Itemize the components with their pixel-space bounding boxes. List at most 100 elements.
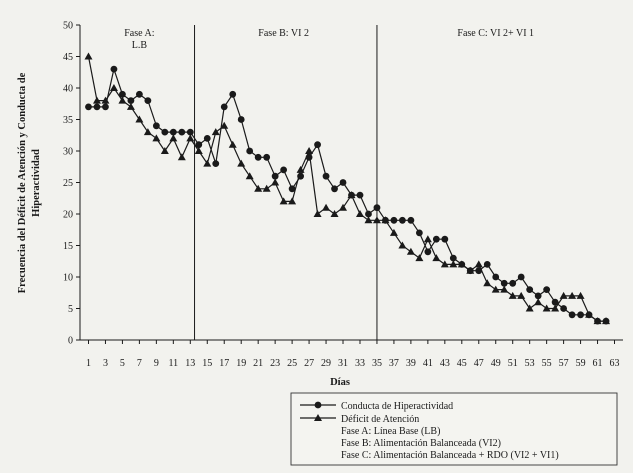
- data-point-hiperactividad: [144, 97, 152, 104]
- data-point-hiperactividad: [449, 254, 457, 262]
- data-point-deficit: [355, 210, 364, 217]
- x-tick-label: 57: [559, 358, 569, 369]
- phase-label-a: L.B: [132, 40, 148, 51]
- series-hiperactividad: [85, 65, 610, 325]
- y-tick-label: 50: [63, 21, 73, 32]
- y-tick-label: 30: [63, 147, 73, 158]
- data-point-deficit: [389, 228, 398, 236]
- y-tick-label: 0: [68, 336, 73, 347]
- data-point-deficit: [101, 96, 110, 104]
- x-tick-label: 53: [525, 358, 535, 369]
- data-point-deficit: [296, 165, 305, 173]
- data-point-deficit: [372, 216, 381, 224]
- data-point-deficit: [398, 241, 407, 249]
- data-point-deficit: [322, 203, 331, 211]
- x-tick-label: 19: [236, 358, 246, 369]
- legend-marker-hiperactividad: [300, 401, 336, 409]
- x-tick-label: 31: [338, 358, 348, 369]
- data-point-hiperactividad: [322, 172, 330, 180]
- data-point-hiperactividad: [432, 235, 440, 243]
- x-tick-label: 23: [270, 358, 280, 369]
- data-point-deficit: [109, 84, 118, 91]
- data-point-hiperactividad: [280, 166, 288, 174]
- x-axis-ticks: 1 3 5 7 9 11 13 15 17 19 21 23 25 27 29 31 33 35 37 39 41 43 4…: [86, 340, 620, 369]
- data-point-hiperactividad: [365, 210, 372, 218]
- data-point-deficit: [585, 310, 594, 318]
- data-point-deficit: [339, 203, 348, 211]
- data-point-deficit: [92, 96, 101, 104]
- x-tick-label: 17: [219, 358, 229, 369]
- x-tick-label: 25: [287, 358, 297, 369]
- y-axis-title-line1: Frecuencia del Déficit de Atención y Con…: [17, 72, 28, 293]
- data-point-deficit: [500, 285, 509, 293]
- data-point-deficit: [457, 260, 466, 268]
- data-point-deficit: [160, 147, 169, 154]
- x-tick-label: 47: [474, 358, 484, 369]
- x-tick-label: 27: [304, 358, 314, 369]
- data-point-deficit: [245, 172, 254, 180]
- data-point-deficit: [84, 52, 93, 60]
- y-tick-label: 20: [63, 210, 73, 221]
- x-tick-label: 3: [103, 358, 108, 369]
- y-axis-ticks: 0 5 10 15 20 25 30 35 40 45 50: [63, 21, 80, 347]
- x-tick-label: 35: [372, 358, 382, 369]
- legend-phase-b-note: Fase B: Alimentación Balanceada (VI2): [341, 438, 501, 449]
- data-point-deficit: [483, 279, 492, 287]
- x-tick-label: 9: [154, 358, 159, 369]
- y-tick-label: 10: [63, 273, 73, 284]
- x-tick-label: 15: [202, 358, 212, 369]
- data-point-hiperactividad: [492, 273, 500, 281]
- data-point-deficit: [305, 147, 314, 154]
- data-point-deficit: [466, 266, 475, 274]
- data-point-hiperactividad: [135, 90, 143, 98]
- data-point-hiperactividad: [560, 305, 568, 312]
- y-axis-title-line2: Hiperactividad: [31, 149, 42, 217]
- x-tick-label: 1: [86, 358, 91, 369]
- data-point-hiperactividad: [356, 191, 364, 199]
- data-point-hiperactividad: [415, 229, 423, 237]
- data-point-deficit: [517, 291, 526, 299]
- phase-labels: Fase A:L.B Fase B: VI 2 Fase C: VI 2+ VI 1: [124, 25, 534, 340]
- data-point-deficit: [220, 121, 229, 129]
- data-point-deficit: [288, 197, 297, 205]
- phase-label-b: Fase B: VI 2: [258, 28, 309, 39]
- data-point-hiperactividad: [220, 103, 228, 111]
- data-point-deficit: [143, 128, 152, 136]
- data-point-hiperactividad: [407, 216, 415, 224]
- x-tick-label: 61: [593, 358, 603, 369]
- data-point-deficit: [254, 184, 263, 192]
- data-point-deficit: [271, 178, 280, 186]
- legend-phase-a-note: Fase A: Línea Base (LB): [341, 426, 440, 437]
- data-point-hiperactividad: [152, 122, 160, 130]
- data-point-deficit: [559, 291, 568, 299]
- data-point-hiperactividad: [500, 279, 508, 287]
- x-tick-label: 59: [576, 358, 586, 369]
- data-point-deficit: [474, 260, 483, 268]
- data-point-deficit: [491, 285, 500, 293]
- data-point-deficit: [381, 216, 390, 224]
- data-point-hiperactividad: [110, 65, 118, 73]
- x-tick-label: 51: [508, 358, 518, 369]
- data-point-deficit: [177, 153, 186, 161]
- data-point-hiperactividad: [509, 279, 517, 287]
- data-point-hiperactividad: [399, 216, 406, 224]
- data-point-hiperactividad: [339, 179, 347, 186]
- data-point-hiperactividad: [568, 311, 576, 319]
- data-point-hiperactividad: [254, 153, 262, 161]
- data-point-deficit: [415, 254, 424, 262]
- data-point-hiperactividad: [169, 128, 177, 136]
- data-point-hiperactividad: [314, 141, 321, 149]
- data-point-deficit: [576, 291, 585, 299]
- data-point-deficit: [262, 184, 271, 192]
- legend: Conducta de Hiperactividad Déficit de At…: [290, 392, 618, 466]
- data-point-deficit: [194, 147, 203, 154]
- x-tick-label: 37: [389, 358, 399, 369]
- data-point-deficit: [186, 134, 195, 142]
- data-point-deficit: [508, 291, 517, 299]
- phase-label-c: Fase C: VI 2+ VI 1: [457, 28, 534, 39]
- data-point-hiperactividad: [195, 141, 203, 149]
- data-point-hiperactividad: [424, 248, 432, 256]
- x-tick-label: 43: [440, 358, 450, 369]
- x-tick-label: 21: [253, 358, 263, 369]
